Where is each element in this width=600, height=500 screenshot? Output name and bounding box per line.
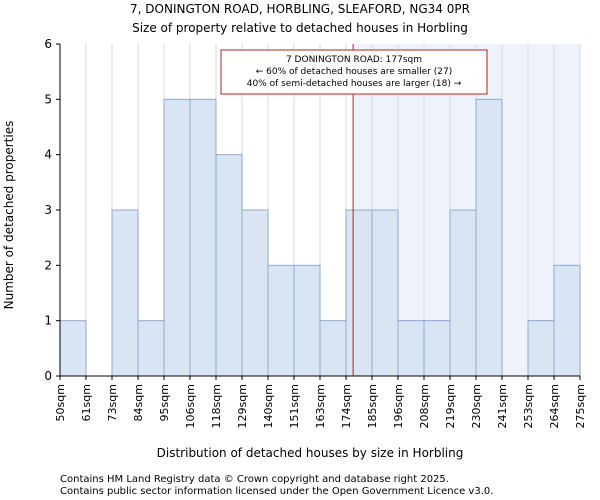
x-tick-label: 264sqm <box>548 384 561 428</box>
chart-title-line2: Size of property relative to detached ho… <box>132 21 468 35</box>
x-tick-label: 73sqm <box>106 384 119 421</box>
y-tick-label: 4 <box>44 148 52 162</box>
x-axis-label: Distribution of detached houses by size … <box>157 446 464 460</box>
chart-title-line1: 7, DONINGTON ROAD, HORBLING, SLEAFORD, N… <box>130 2 470 16</box>
y-tick-label: 2 <box>44 258 52 272</box>
x-tick-label: 151sqm <box>288 384 301 428</box>
y-axis: 0 1 2 3 4 5 6 <box>44 37 61 383</box>
bar <box>137 320 165 377</box>
bar <box>163 98 191 377</box>
bar <box>59 320 87 377</box>
x-tick-label: 230sqm <box>470 384 483 428</box>
footer-line2: Contains public sector information licen… <box>60 486 493 497</box>
bar <box>111 209 139 377</box>
bars-group <box>59 44 581 377</box>
bar <box>345 209 373 377</box>
annotation-box <box>220 49 488 95</box>
x-tick-label: 61sqm <box>80 384 93 421</box>
y-axis-label: Number of detached properties <box>2 121 16 310</box>
annotation-line1: 7 DONINGTON ROAD: 177sqm <box>286 55 422 65</box>
bar <box>267 264 295 377</box>
y-tick-label: 5 <box>44 92 52 106</box>
bar <box>423 320 451 377</box>
bar <box>553 264 581 377</box>
x-tick-label: 84sqm <box>132 384 145 421</box>
y-tick-label: 6 <box>44 37 52 51</box>
y-tick-label: 3 <box>44 203 52 217</box>
x-tick-label: 241sqm <box>496 384 509 428</box>
x-tick-label: 185sqm <box>366 384 379 428</box>
bar <box>189 98 217 377</box>
plot-area: 0 1 2 3 4 5 6 50sqm 61sqm 73sqm 84sqm 95sqm 106sqm 1… <box>44 37 587 428</box>
bar <box>215 154 243 377</box>
x-tick-label: 253sqm <box>522 384 535 428</box>
x-tick-label: 208sqm <box>418 384 431 428</box>
bar <box>371 209 399 377</box>
y-tick-label: 1 <box>44 314 52 328</box>
bar <box>319 320 347 377</box>
x-tick-label: 106sqm <box>184 384 197 428</box>
annotation-line2: ← 60% of detached houses are smaller (27… <box>256 67 453 77</box>
x-tick-label: 140sqm <box>262 384 275 428</box>
x-tick-label: 174sqm <box>340 384 353 428</box>
x-axis: 50sqm 61sqm 73sqm 84sqm 95sqm 106sqm 118sqm 129… <box>54 375 587 428</box>
y-tick-label: 0 <box>44 369 52 383</box>
x-tick-label: 219sqm <box>444 384 457 428</box>
x-tick-label: 95sqm <box>158 384 171 421</box>
x-tick-label: 163sqm <box>314 384 327 428</box>
bar <box>241 209 269 377</box>
x-tick-label: 50sqm <box>54 384 67 421</box>
bar <box>397 320 425 377</box>
marker-annotation: 7 DONINGTON ROAD: 177sqm ← 60% of detach… <box>220 49 488 95</box>
bar <box>527 320 555 377</box>
footer-line1: Contains HM Land Registry data © Crown c… <box>60 474 449 485</box>
bar <box>293 264 321 377</box>
bar <box>475 98 503 377</box>
x-tick-label: 129sqm <box>236 384 249 428</box>
x-tick-label: 275sqm <box>574 384 587 428</box>
annotation-line3: 40% of semi-detached houses are larger (… <box>247 79 462 89</box>
bar <box>449 209 477 377</box>
x-tick-label: 118sqm <box>210 384 223 428</box>
x-tick-label: 196sqm <box>392 384 405 428</box>
